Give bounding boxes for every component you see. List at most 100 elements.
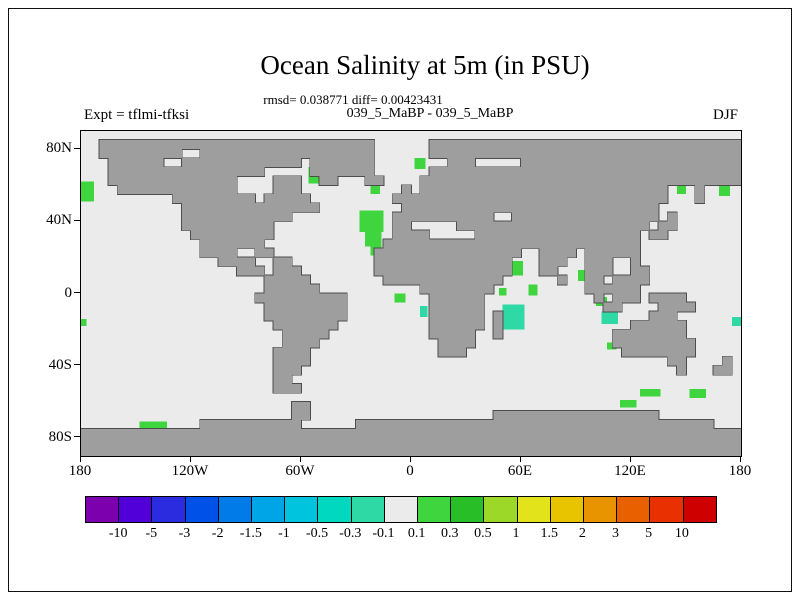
land-cell [695,419,705,429]
colorbar [85,496,717,523]
land-cell [521,203,531,213]
land-cell [466,140,476,150]
land-cell [566,140,576,150]
land-cell [154,149,164,159]
land-cell [621,446,631,456]
land-cell [273,185,283,195]
land-cell [438,338,448,348]
land-cell [264,302,274,312]
land-cell [200,419,210,429]
land-cell [429,266,439,276]
land-cell [557,185,567,195]
x-tick-mark [629,456,631,462]
land-cell [273,311,283,321]
land-cell [200,248,210,258]
anomaly-patch [689,389,707,399]
land-cell [631,149,641,159]
land-cell [447,239,457,249]
land-cell [273,356,283,366]
land-cell [438,176,448,186]
land-cell [117,176,127,186]
land-cell [191,446,201,456]
land-cell [493,437,503,447]
land-cell [466,320,476,330]
land-cell [640,446,650,456]
land-cell [466,149,476,159]
land-cell [631,428,641,438]
land-cell [640,266,650,276]
land-cell [438,257,448,267]
colorbar-cell [118,497,152,522]
land-cell [566,158,576,168]
land-cell [411,212,421,222]
land-cell [585,266,595,276]
land-cell [447,149,457,159]
land-cell [539,221,549,231]
colorbar-tick-label: 2 [578,526,586,541]
land-cell [227,203,237,213]
land-cell [502,248,512,258]
x-tick-mark [189,456,191,462]
land-cell [631,230,641,240]
page-frame [8,8,792,592]
land-cell [264,446,274,456]
land-cell [722,176,732,186]
land-cell [374,419,384,429]
land-cell [475,302,485,312]
land-cell [273,419,283,429]
land-cell [392,194,402,204]
land-cell [374,176,384,186]
land-cell [539,140,549,150]
land-cell [493,248,503,258]
land-cell [438,266,448,276]
land-cell [301,446,311,456]
land-cell [466,419,476,429]
land-cell [557,446,567,456]
land-cell [612,230,622,240]
land-cell [346,149,356,159]
land-cell [466,338,476,348]
land-cell [539,176,549,186]
land-cell [301,428,311,438]
land-cell [301,140,311,150]
land-cell [438,437,448,447]
land-cell [236,266,246,276]
land-cell [438,419,448,429]
land-cell [594,149,604,159]
land-cell [566,167,576,177]
land-cell [246,167,256,177]
land-cell [401,419,411,429]
land-cell [603,266,613,276]
land-cell [456,437,466,447]
land-cell [447,437,457,447]
land-cell [264,221,274,231]
land-cell [291,446,301,456]
land-cell [136,176,146,186]
land-cell [511,167,521,177]
land-cell [108,158,118,168]
land-cell [466,275,476,285]
land-cell [621,140,631,150]
land-cell [511,212,521,222]
land-cell [328,428,338,438]
land-cell [99,140,109,150]
land-cell [612,338,622,348]
land-cell [456,158,466,168]
land-cell [658,437,668,447]
land-cell [319,311,329,321]
land-cell [631,167,641,177]
colorbar-cell [383,497,418,522]
land-cell [401,257,411,267]
land-cell [117,158,127,168]
land-cell [731,437,741,447]
land-cell [612,158,622,168]
land-cell [181,428,191,438]
land-cell [475,275,485,285]
land-cell [649,149,659,159]
land-cell [539,419,549,429]
land-cell [236,158,246,168]
land-cell [438,284,448,294]
land-cell [291,383,301,393]
land-cell [484,230,494,240]
